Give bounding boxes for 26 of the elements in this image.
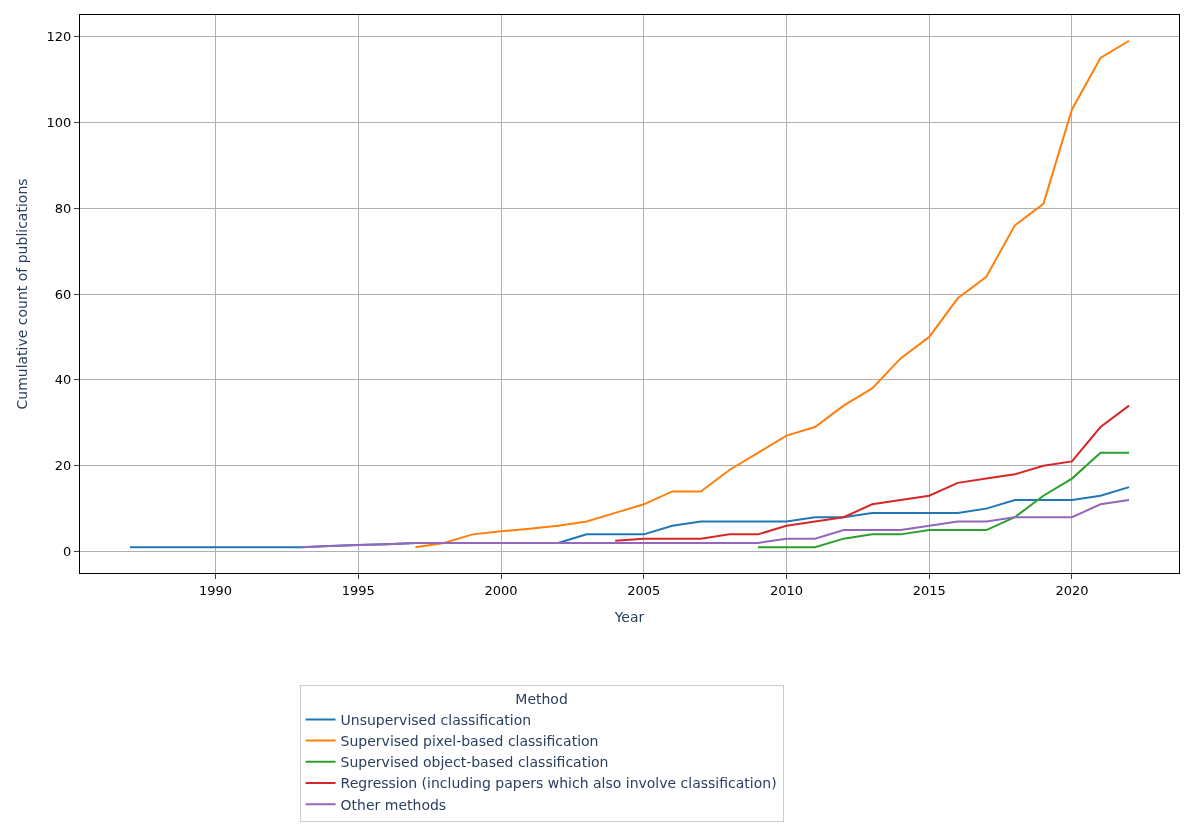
x-tick-label: 2010 bbox=[769, 582, 804, 598]
y-tick-label: 40 bbox=[54, 372, 72, 388]
y-tick-label: 80 bbox=[54, 200, 72, 216]
y-tick-label: 20 bbox=[54, 458, 72, 474]
x-tick-label: 1990 bbox=[199, 582, 233, 598]
line-series bbox=[614, 404, 1131, 542]
line-series bbox=[414, 39, 1131, 549]
legend-label: Supervised pixel-based classification bbox=[340, 733, 599, 750]
legend-label: Supervised object-based classification bbox=[340, 754, 609, 771]
legend-label: Unsupervised classification bbox=[340, 711, 532, 728]
line-series bbox=[756, 451, 1131, 549]
y-tick-label: 100 bbox=[46, 114, 72, 130]
x-tick-label: 2005 bbox=[627, 582, 661, 598]
x-axis-title: Year bbox=[613, 608, 645, 625]
y-tick-label: 60 bbox=[54, 286, 72, 302]
line-series bbox=[300, 499, 1131, 549]
x-tick-label: 2015 bbox=[912, 582, 946, 598]
x-tick-label: 2000 bbox=[484, 582, 518, 598]
x-tick-label: 2020 bbox=[1055, 582, 1089, 598]
y-tick-label: 120 bbox=[46, 29, 72, 45]
legend-label: Other methods bbox=[340, 796, 447, 813]
y-axis-title: Cumulative count of publications bbox=[14, 178, 31, 410]
y-tick-label: 0 bbox=[63, 544, 72, 560]
legend-label: Regression (including papers which also involve classification) bbox=[340, 775, 777, 792]
x-tick-label: 1995 bbox=[341, 582, 375, 598]
legend-title: Method bbox=[515, 690, 568, 707]
